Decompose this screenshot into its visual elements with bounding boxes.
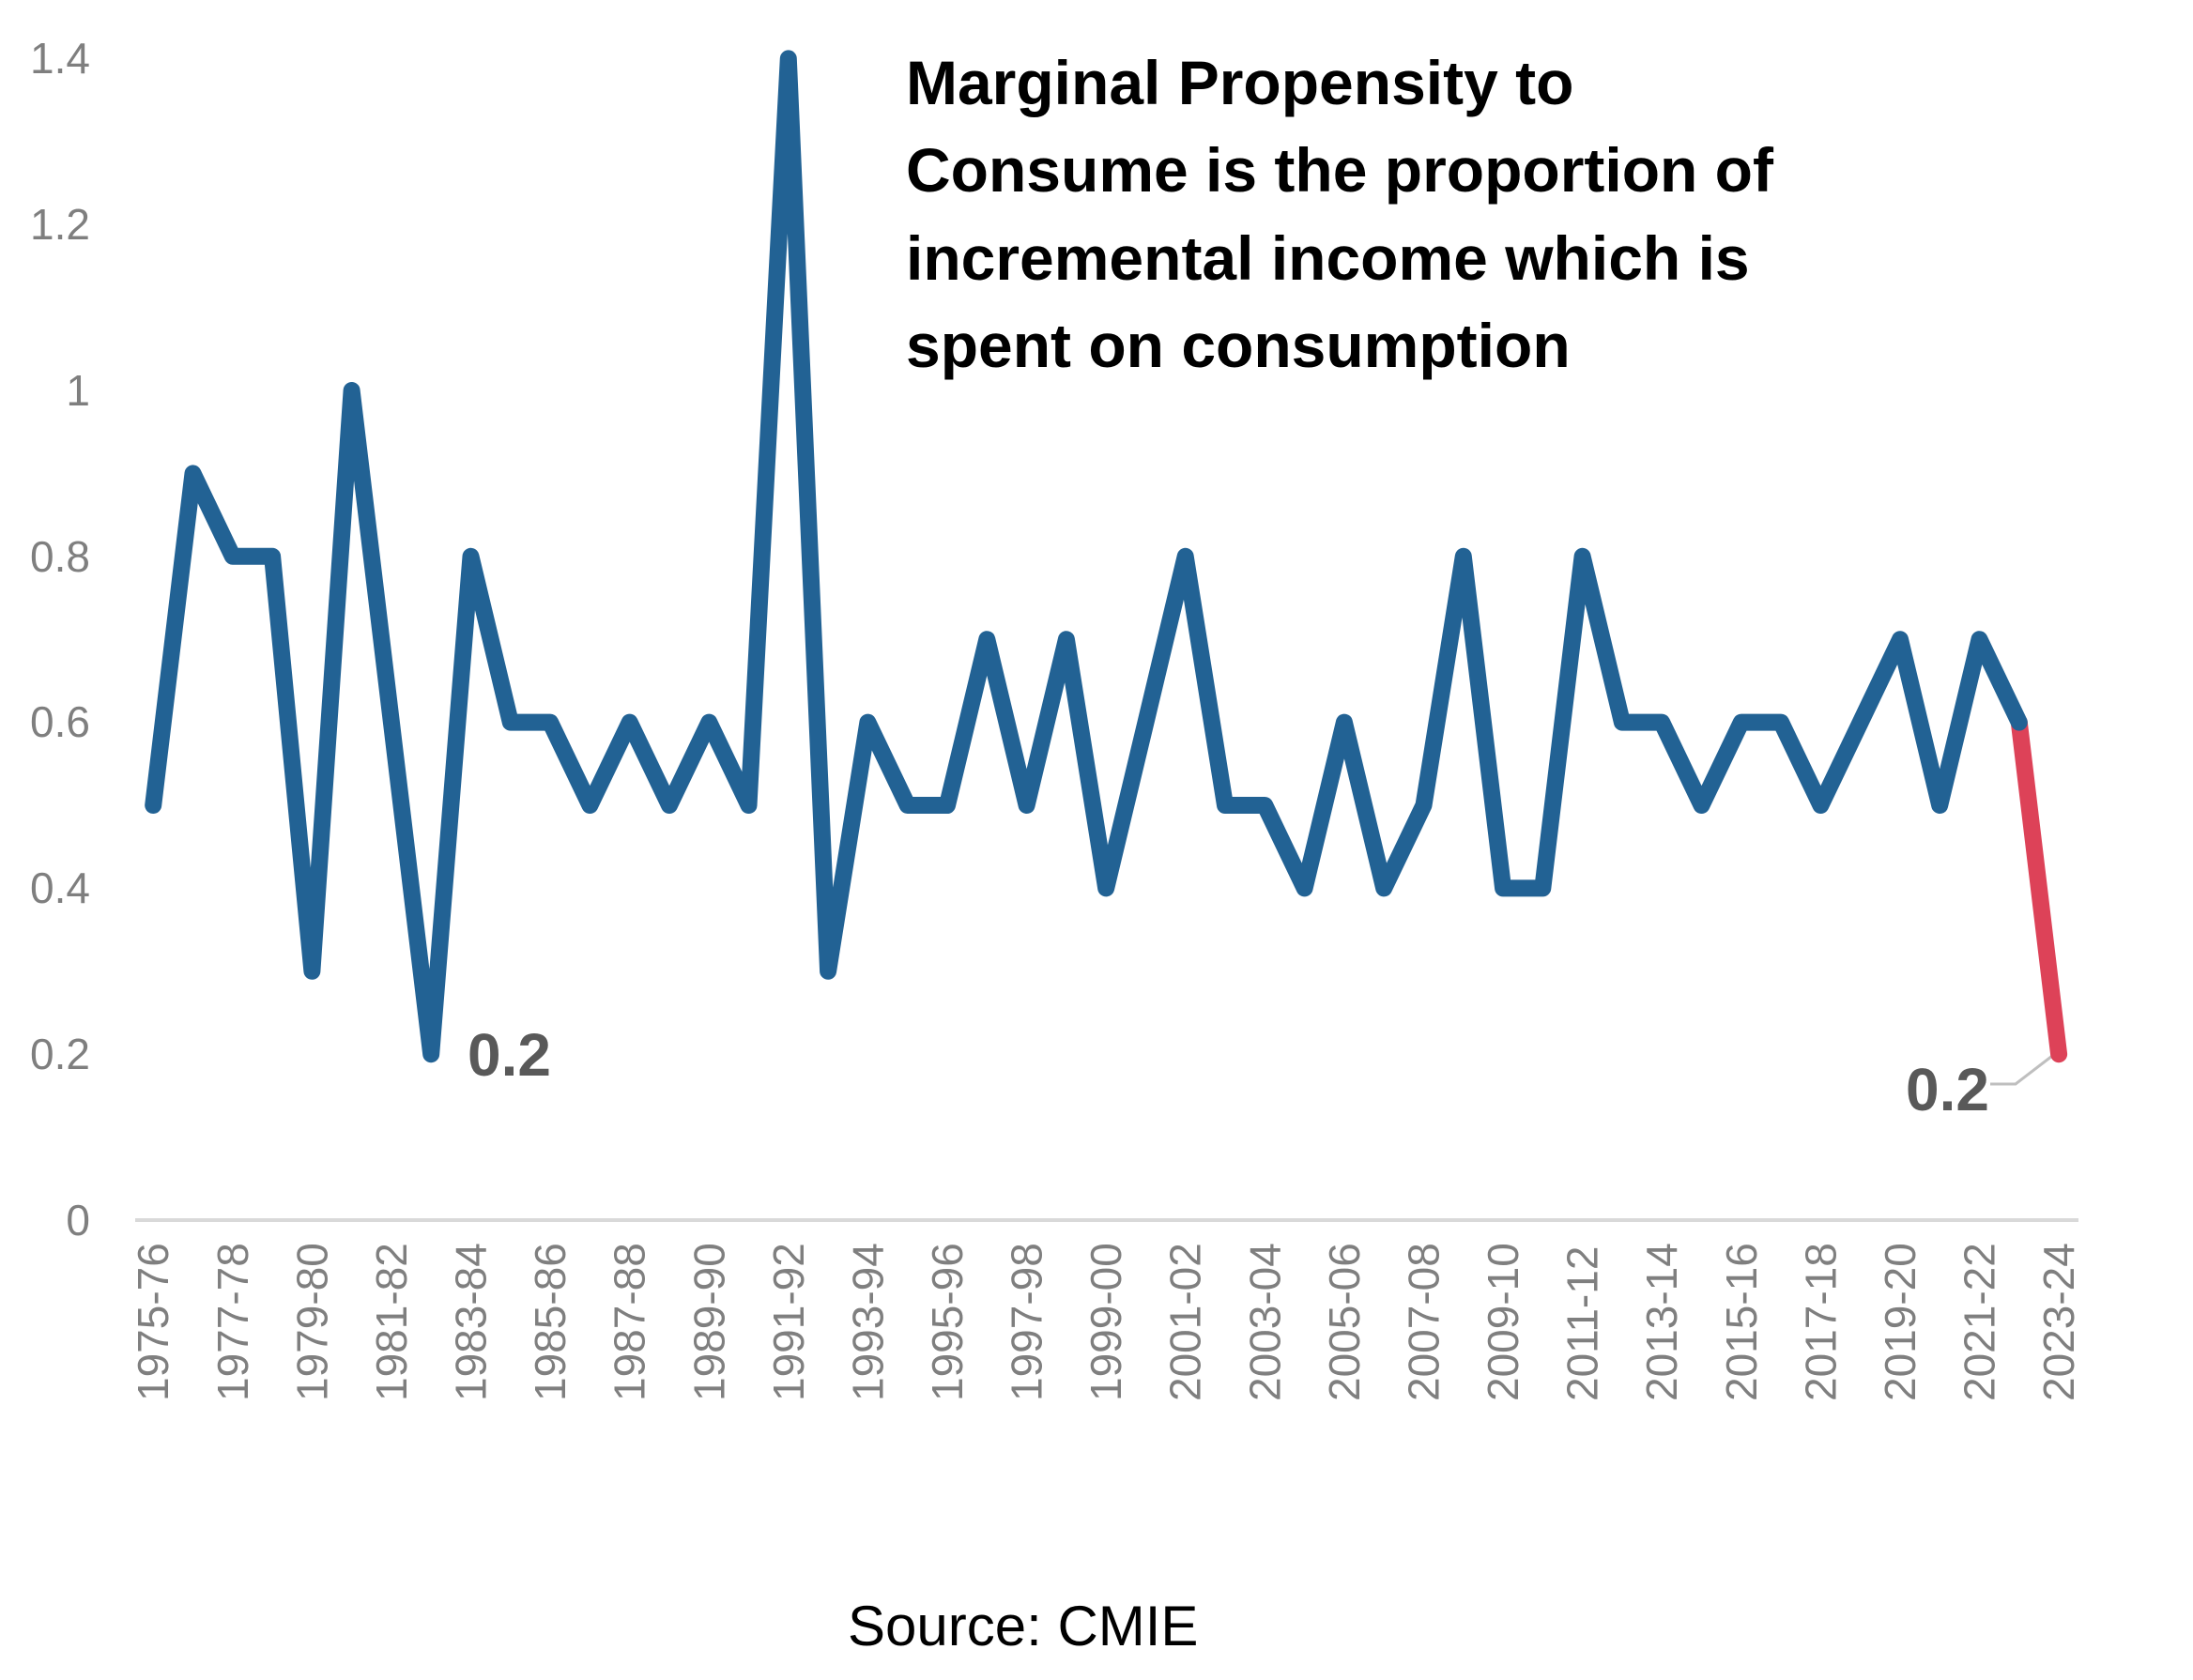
svg-text:2013-14: 2013-14 — [1637, 1243, 1686, 1401]
svg-text:2011-12: 2011-12 — [1558, 1246, 1607, 1401]
svg-text:1997-98: 1997-98 — [1003, 1243, 1051, 1401]
svg-text:spent on consumption: spent on consumption — [906, 311, 1571, 380]
svg-text:1991-92: 1991-92 — [764, 1243, 813, 1401]
svg-text:1979-80: 1979-80 — [287, 1243, 336, 1401]
svg-text:2001-02: 2001-02 — [1161, 1243, 1210, 1401]
svg-text:1983-84: 1983-84 — [447, 1243, 496, 1401]
svg-text:0.2: 0.2 — [468, 1021, 551, 1089]
svg-text:2017-18: 2017-18 — [1796, 1243, 1845, 1401]
svg-text:0.2: 0.2 — [1906, 1056, 1989, 1123]
svg-text:1987-88: 1987-88 — [606, 1243, 654, 1401]
svg-text:2007-08: 2007-08 — [1400, 1243, 1449, 1401]
svg-text:2003-04: 2003-04 — [1240, 1243, 1289, 1401]
svg-text:1985-86: 1985-86 — [526, 1243, 575, 1401]
svg-text:2023-24: 2023-24 — [2034, 1243, 2083, 1401]
svg-text:2015-16: 2015-16 — [1717, 1243, 1766, 1401]
svg-text:1995-96: 1995-96 — [923, 1243, 972, 1401]
svg-text:0.8: 0.8 — [30, 532, 90, 581]
svg-text:0.2: 0.2 — [30, 1030, 90, 1078]
svg-text:Source: CMIE: Source: CMIE — [848, 1595, 1198, 1657]
svg-text:Marginal Propensity to: Marginal Propensity to — [906, 48, 1573, 117]
svg-text:1.4: 1.4 — [30, 34, 90, 83]
svg-text:2005-06: 2005-06 — [1320, 1243, 1369, 1401]
svg-text:1977-78: 1977-78 — [208, 1243, 257, 1401]
svg-text:0.6: 0.6 — [30, 697, 90, 746]
svg-text:incremental income which is: incremental income which is — [906, 223, 1750, 293]
svg-text:1999-00: 1999-00 — [1081, 1243, 1130, 1401]
svg-text:1993-94: 1993-94 — [843, 1243, 892, 1401]
svg-text:Consume is the proportion of: Consume is the proportion of — [906, 135, 1774, 205]
svg-text:0: 0 — [66, 1196, 90, 1245]
svg-text:2021-22: 2021-22 — [1955, 1243, 2004, 1401]
svg-text:1989-90: 1989-90 — [684, 1243, 733, 1401]
svg-text:2019-20: 2019-20 — [1876, 1243, 1925, 1401]
svg-text:2009-10: 2009-10 — [1479, 1243, 1527, 1401]
svg-text:0.4: 0.4 — [30, 863, 90, 912]
svg-text:1975-76: 1975-76 — [129, 1243, 177, 1401]
svg-text:1: 1 — [66, 366, 90, 415]
svg-text:1.2: 1.2 — [30, 200, 90, 249]
svg-text:1981-82: 1981-82 — [367, 1243, 416, 1401]
